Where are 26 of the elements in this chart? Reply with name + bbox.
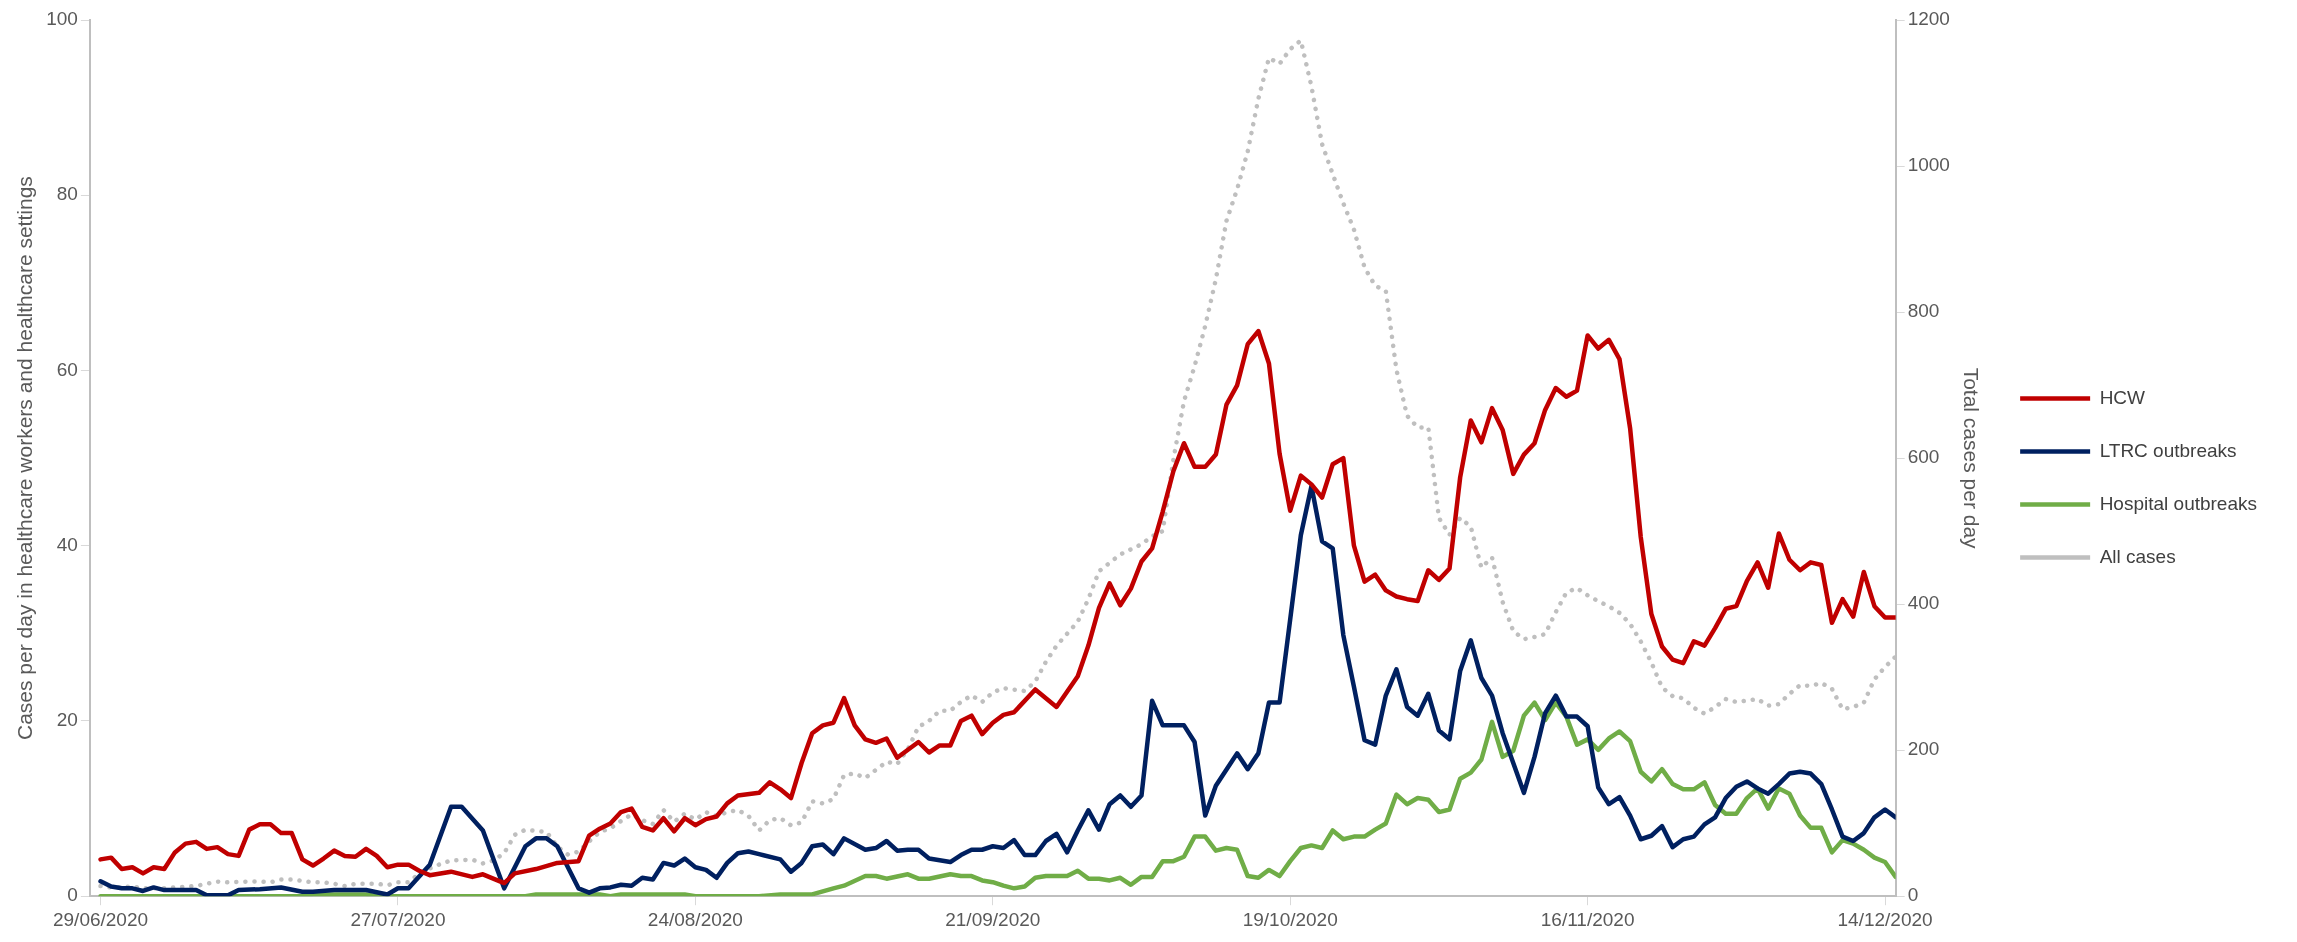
legend-label: Hospital outbreaks [2099, 492, 2258, 514]
y-tick-label: 80 [56, 183, 78, 205]
y-tick-label: 100 [46, 8, 78, 30]
y2-tick-label: 800 [1907, 300, 1940, 322]
legend-label: LTRC outbreaks [2099, 439, 2237, 461]
x-tick-label: 14/12/2020 [1837, 908, 1933, 930]
y-tick-label: 60 [56, 358, 78, 380]
y2-tick-label: 1200 [1907, 8, 1950, 30]
legend-label: HCW [2099, 386, 2146, 408]
y2-tick-label: 0 [1907, 884, 1919, 906]
y2-tick-label: 200 [1907, 738, 1940, 760]
y2-tick-label: 600 [1907, 446, 1940, 468]
y-tick-label: 40 [56, 533, 78, 555]
y-tick-label: 0 [67, 884, 78, 906]
x-tick-label: 21/09/2020 [945, 908, 1041, 930]
y2-tick-label: 1000 [1907, 154, 1950, 176]
x-tick-label: 29/06/2020 [52, 908, 149, 930]
x-tick-label: 19/10/2020 [1242, 908, 1338, 930]
y2-axis-title: Total cases per day [1959, 367, 1983, 550]
y2-tick-label: 400 [1907, 592, 1940, 614]
x-tick-label: 27/07/2020 [350, 908, 446, 930]
y-tick-label: 20 [56, 709, 78, 731]
y-axis-title: Cases per day in healthcare workers and healthcare settings [13, 176, 37, 741]
x-tick-label: 16/11/2020 [1540, 908, 1635, 930]
legend-label: All cases [2099, 545, 2176, 567]
x-tick-label: 24/08/2020 [647, 908, 743, 930]
